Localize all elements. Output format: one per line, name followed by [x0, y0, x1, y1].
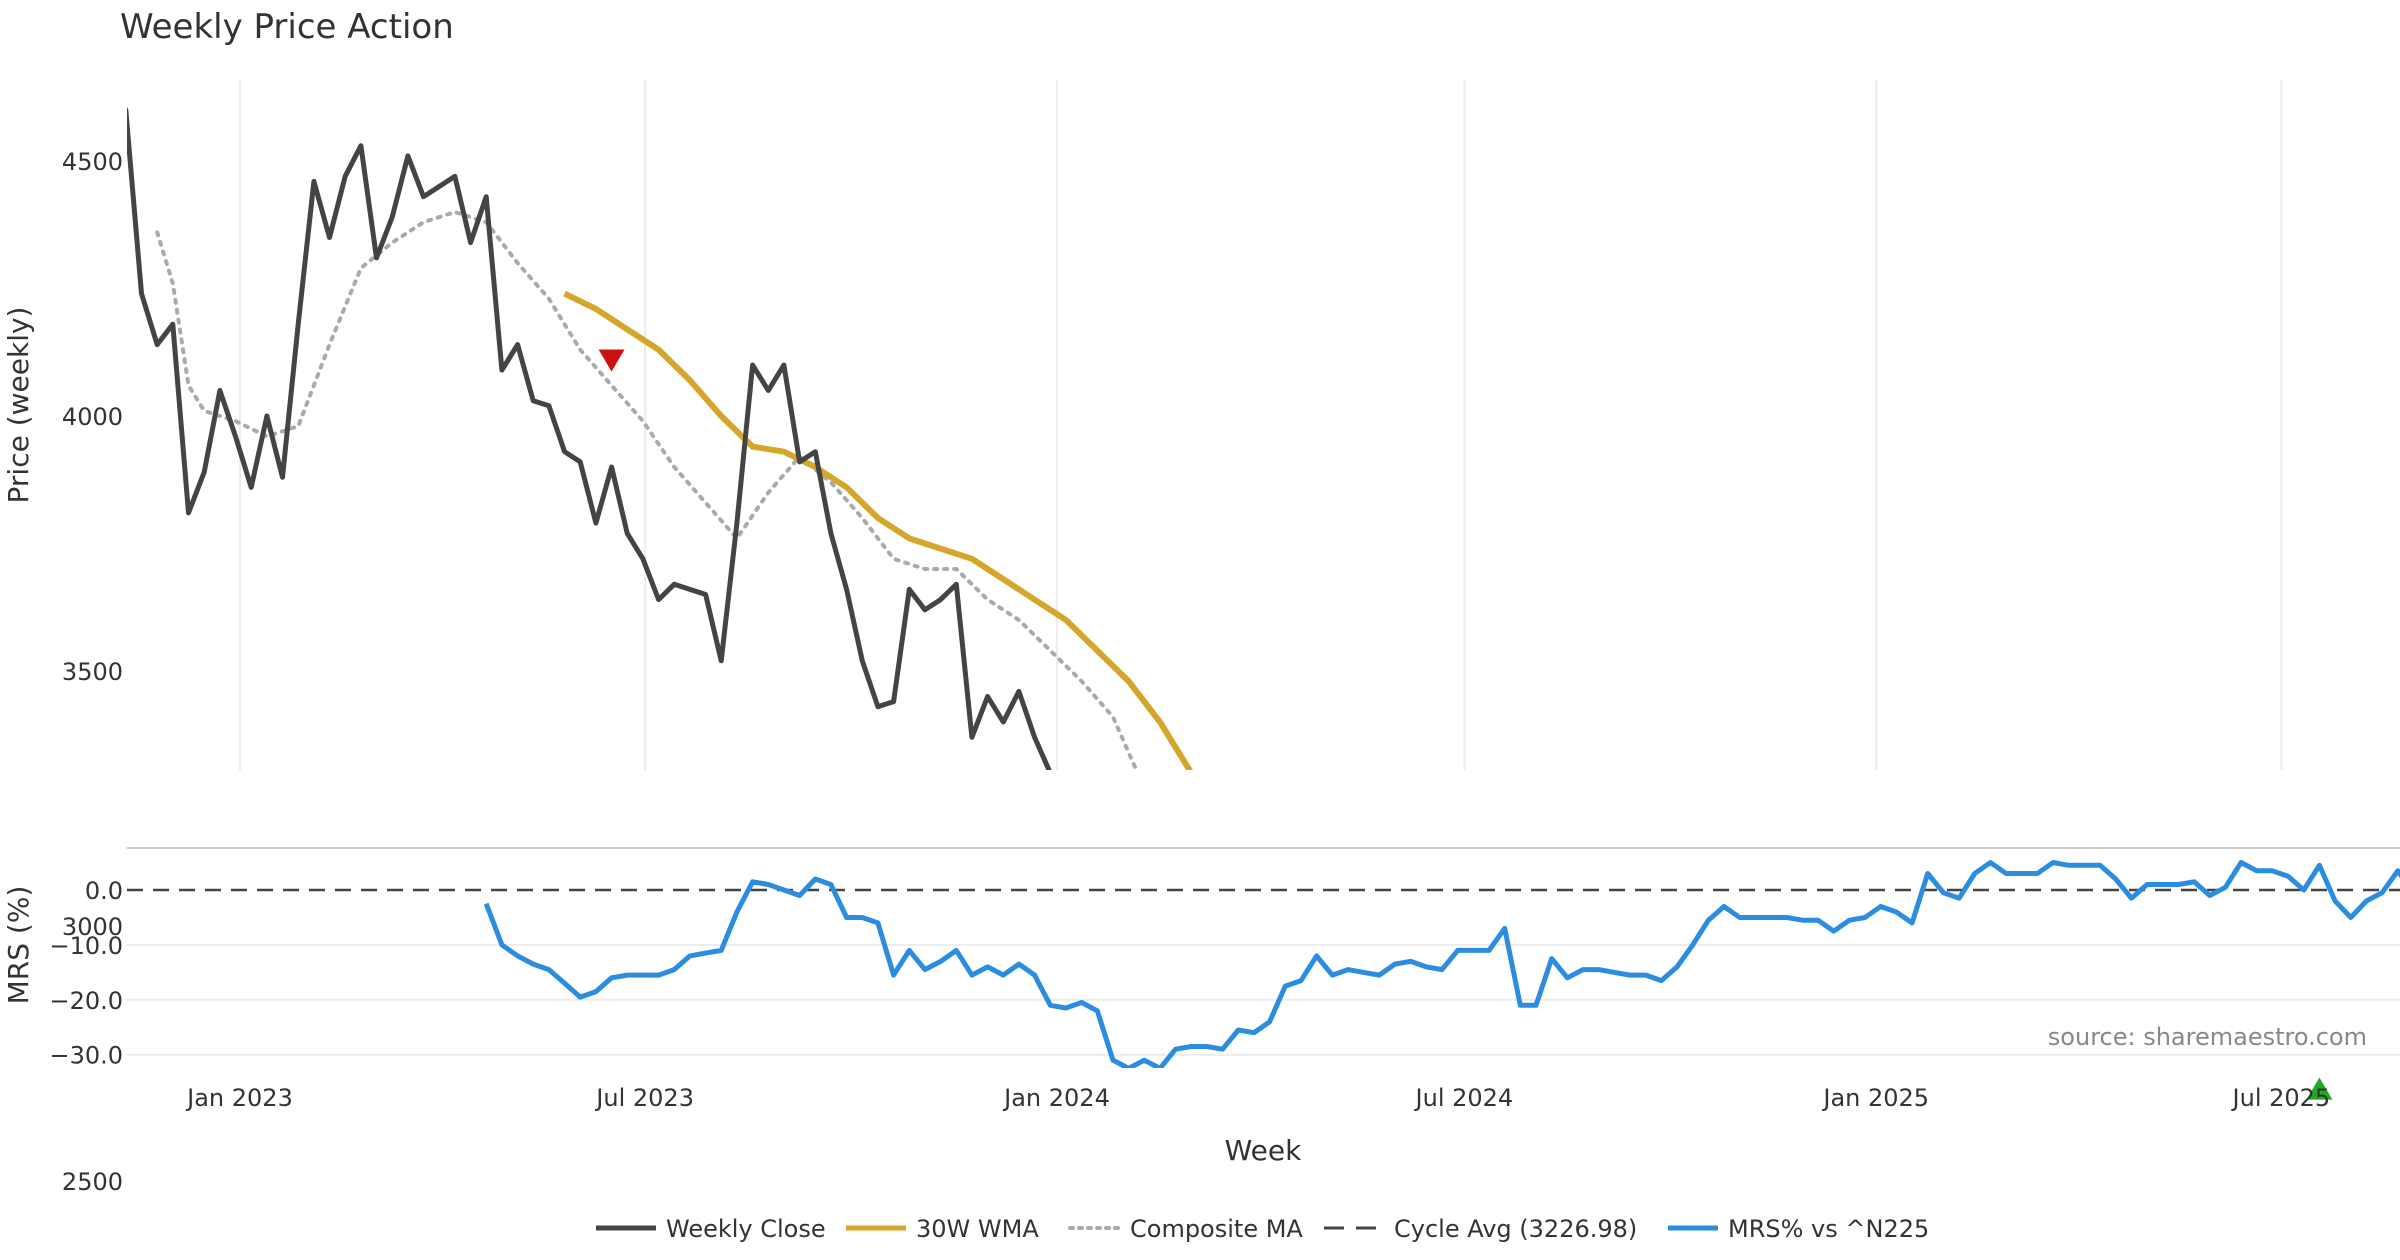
- legend-label-composite-ma: Composite MA: [1130, 1215, 1303, 1243]
- buy-signal-marker: [2306, 1077, 2333, 1100]
- x-tick-jul-2024: Jul 2024: [1414, 1084, 1514, 1112]
- price-tick-4000: 4000: [62, 403, 123, 431]
- price-tick-3500: 3500: [62, 658, 123, 686]
- price-series: [127, 106, 1193, 770]
- price-axis-label: Price (weekly): [2, 307, 35, 504]
- price-tick-3000: 3000: [62, 913, 123, 941]
- mrs-tick-30-0: −30.0: [49, 1042, 123, 1070]
- legend-label-mrs: MRS% vs ^N225: [1728, 1215, 1929, 1243]
- series-line-30w-wma: [563, 290, 1193, 770]
- legend-label-cycle-avg: Cycle Avg (3226.98): [1394, 1215, 1637, 1243]
- mrs-axis-label: MRS (%): [2, 886, 35, 1005]
- x-tick-jan-2024: Jan 2024: [1002, 1084, 1110, 1112]
- mrs-tick-0-0: 0.0: [85, 877, 123, 905]
- x-tick-jan-2023: Jan 2023: [185, 1084, 293, 1112]
- legend-label-weekly-close: Weekly Close: [666, 1215, 826, 1243]
- source-annotation: source: sharemaestro.com: [2048, 1023, 2367, 1051]
- x-axis-label: Week: [1225, 1134, 1302, 1167]
- x-tick-jul-2023: Jul 2023: [594, 1084, 694, 1112]
- x-tick-jan-2025: Jan 2025: [1821, 1084, 1929, 1112]
- chart-title: Weekly Price Action: [120, 7, 454, 47]
- mrs-panel: 0.0 −10.0 −20.0 −30.0: [49, 847, 2400, 1070]
- price-tick-4500: 4500: [62, 148, 123, 176]
- sell-signal-marker: [598, 349, 625, 372]
- legend-label-30w-wma: 30W WMA: [916, 1215, 1039, 1243]
- price-tick-2500: 2500: [62, 1168, 123, 1196]
- x-tick-jul-2025: Jul 2025: [2231, 1084, 2331, 1112]
- x-axis-ticks: Jan 2023 Jul 2023 Jan 2024 Jul 2024 Jan 2025…: [185, 1084, 2330, 1112]
- series-line-composite-ma: [155, 209, 1139, 770]
- mrs-tick-20-0: −20.0: [49, 987, 123, 1015]
- series-line-mrs-vs-n225: [483, 860, 2400, 1068]
- series-line-weekly-close: [127, 106, 1052, 770]
- price-panel: 2500 3000 3500 4000 4500: [62, 80, 2333, 1196]
- mrs-series: [127, 860, 2400, 1068]
- legend: Weekly Close 30W WMA Composite MA Cycle …: [596, 1215, 1929, 1243]
- mrs-tick-10-0: −10.0: [49, 932, 123, 960]
